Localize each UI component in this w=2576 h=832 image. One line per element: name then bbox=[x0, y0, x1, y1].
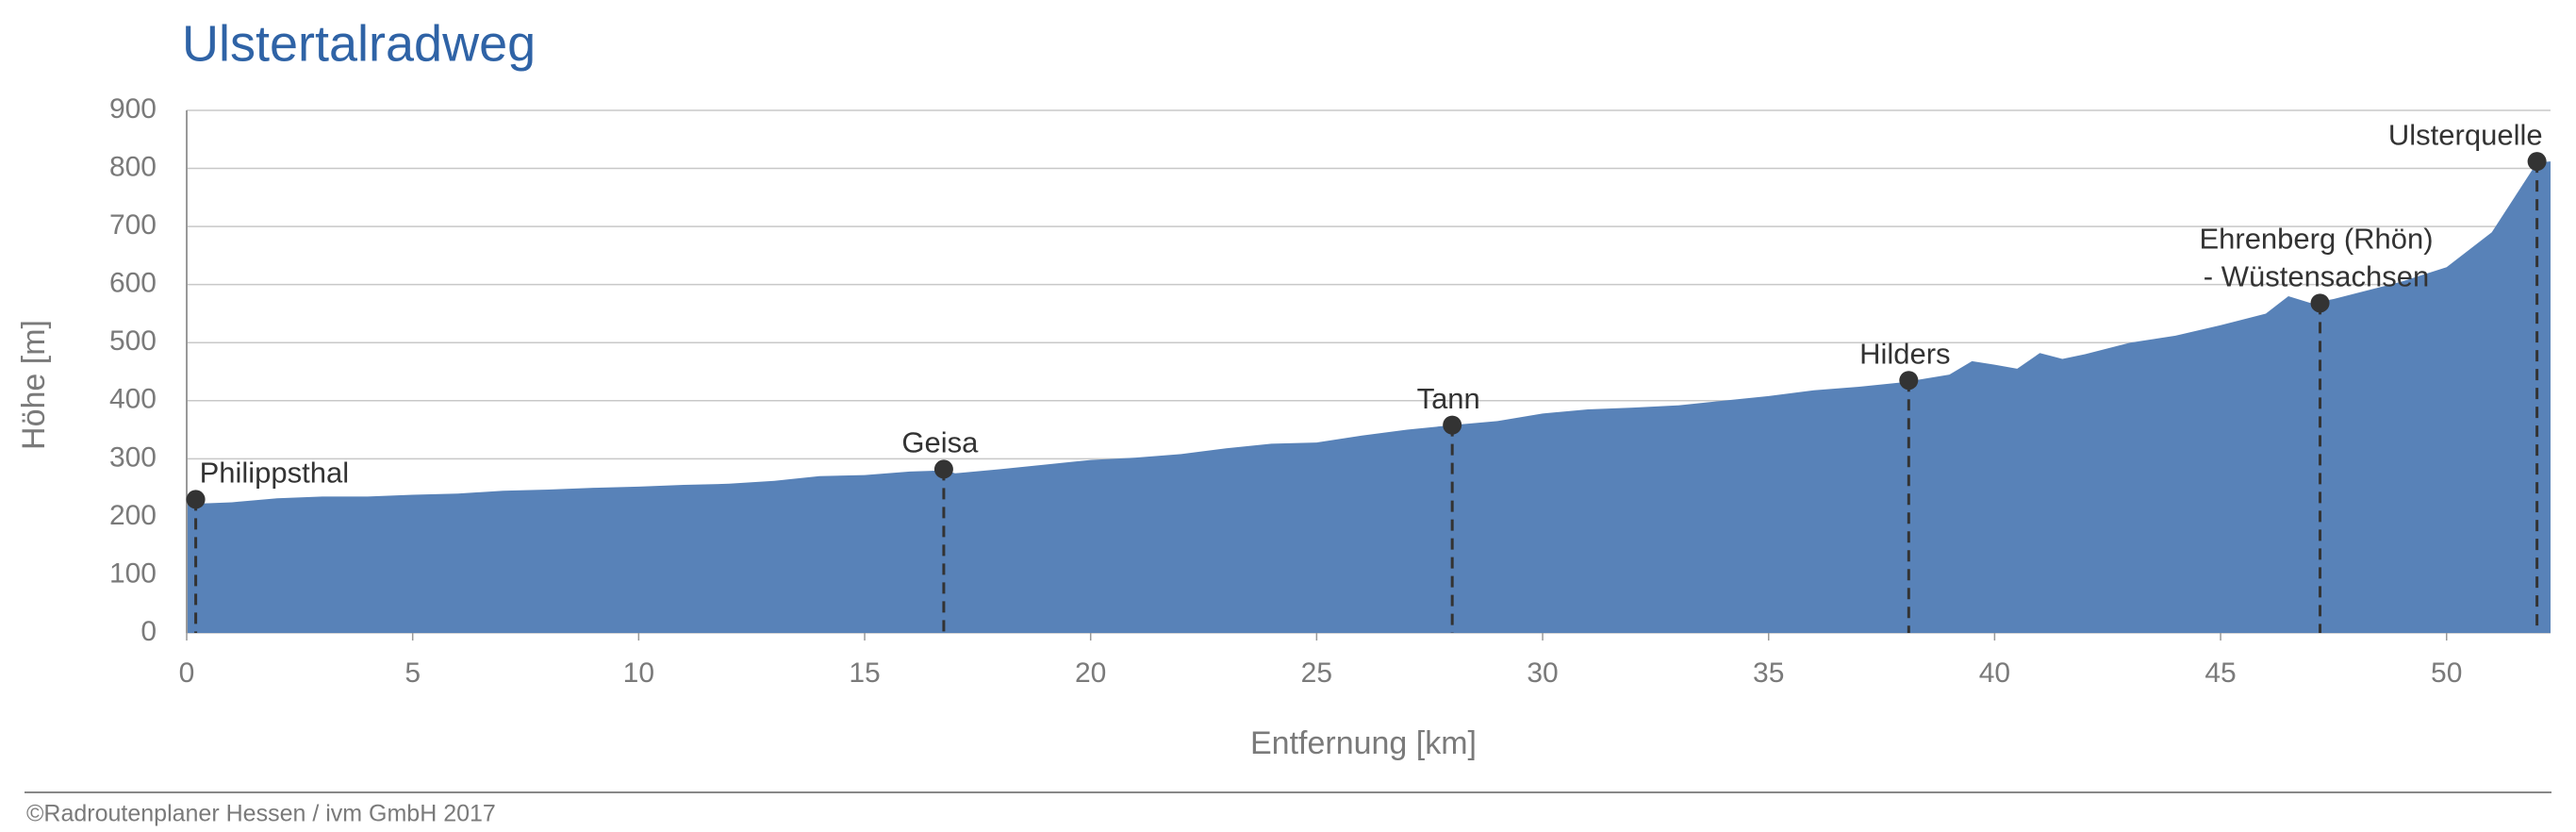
station-label: - Wüstensachsen bbox=[2204, 260, 2430, 293]
x-tick-label: 50 bbox=[2431, 657, 2462, 689]
station-label: Geisa bbox=[901, 426, 979, 459]
x-axis-label: Entfernung [km] bbox=[1250, 725, 1477, 761]
x-tick-label: 35 bbox=[1753, 657, 1784, 689]
y-tick-label: 300 bbox=[109, 441, 157, 473]
x-tick-label: 45 bbox=[2204, 657, 2236, 689]
x-tick-label: 25 bbox=[1301, 657, 1332, 689]
footer: ©Radroutenplaner Hessen / ivm GmbH 2017 bbox=[26, 801, 496, 827]
y-tick-label: 400 bbox=[109, 384, 157, 415]
station-marker bbox=[1443, 415, 1462, 435]
station-label: Philippsthal bbox=[200, 457, 350, 490]
y-tick-label: 800 bbox=[109, 151, 157, 182]
station-marker bbox=[2527, 152, 2547, 172]
x-tick-label: 40 bbox=[1979, 657, 2010, 689]
station-marker bbox=[933, 459, 953, 479]
y-tick-label: 100 bbox=[109, 557, 157, 589]
y-tick-label: 600 bbox=[109, 268, 157, 299]
y-axis-label: Höhe [m] bbox=[16, 320, 52, 450]
x-tick-label: 10 bbox=[623, 657, 654, 689]
station-marker bbox=[1899, 371, 1919, 391]
station-marker bbox=[2310, 293, 2330, 313]
y-tick-label: 700 bbox=[109, 209, 157, 241]
chart-title: Ulstertalradweg bbox=[182, 15, 536, 72]
x-tick-label: 20 bbox=[1075, 657, 1106, 689]
station-marker bbox=[186, 490, 206, 509]
x-tick-label: 15 bbox=[849, 657, 880, 689]
y-tick-label: 900 bbox=[109, 93, 157, 125]
y-tick-label: 500 bbox=[109, 325, 157, 357]
x-tick-label: 30 bbox=[1527, 657, 1558, 689]
y-tick-label: 0 bbox=[140, 616, 157, 647]
station-label: Tann bbox=[1417, 382, 1480, 415]
station-label: Hilders bbox=[1859, 337, 1950, 370]
station-label: Ehrenberg (Rhön) bbox=[2199, 223, 2433, 256]
y-tick-label: 200 bbox=[109, 500, 157, 531]
x-tick-label: 0 bbox=[179, 657, 195, 689]
station-label: Ulsterquelle bbox=[2388, 118, 2543, 151]
elevation-area bbox=[187, 161, 2551, 633]
x-tick-label: 5 bbox=[405, 657, 421, 689]
